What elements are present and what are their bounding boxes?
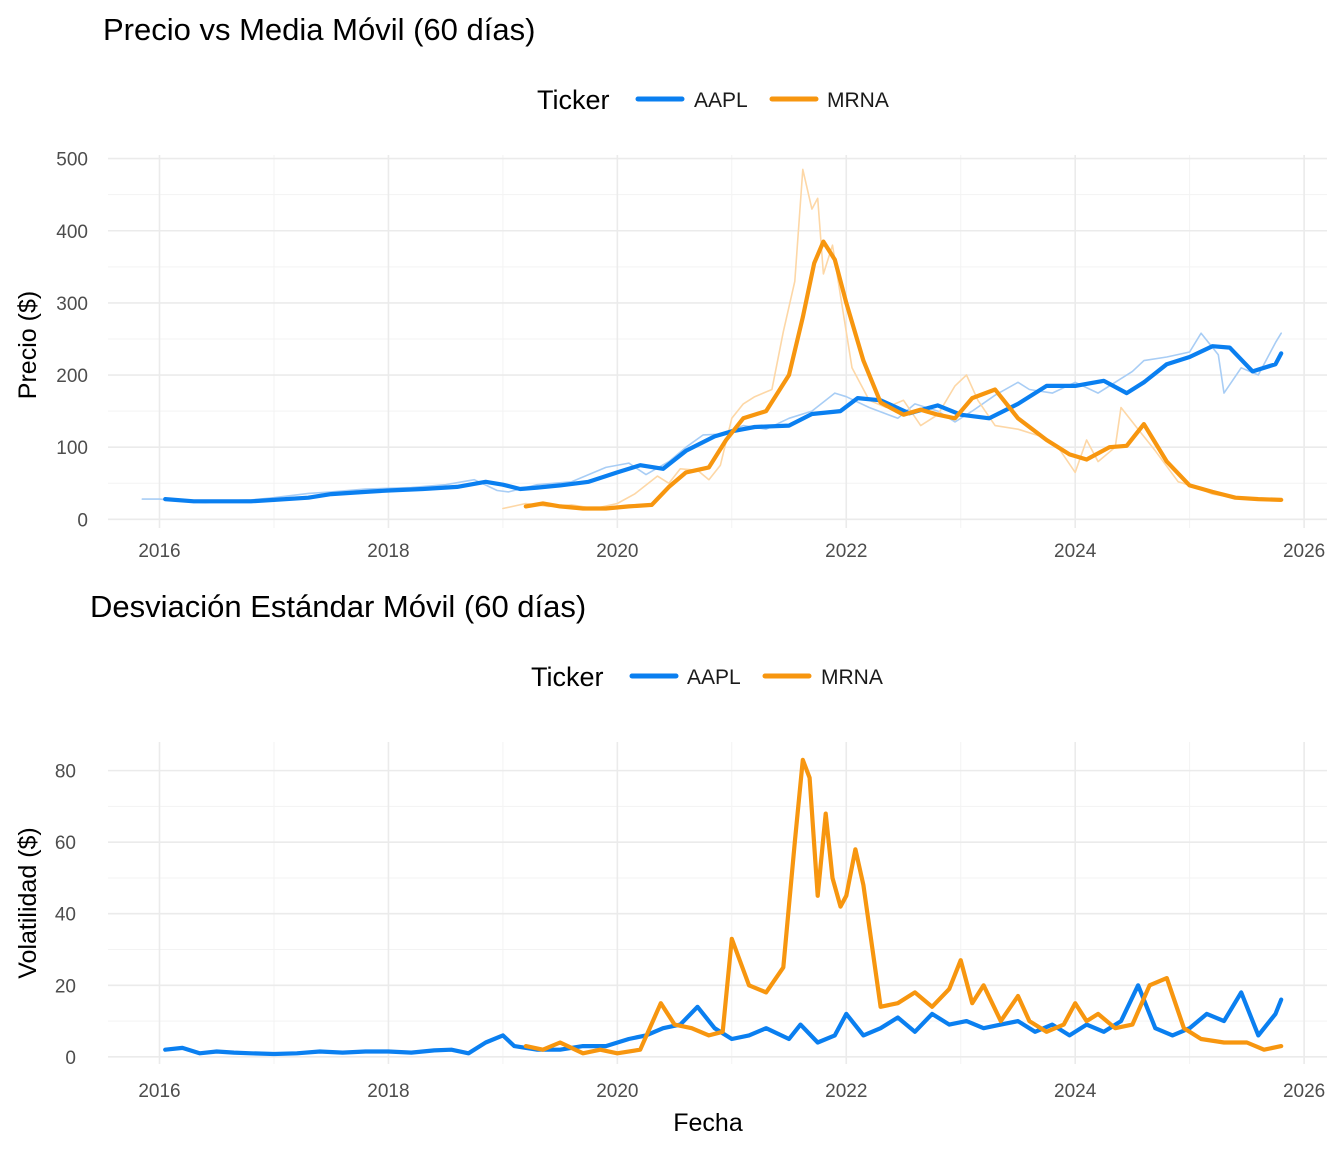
price-legend-mrna-label: MRNA: [827, 89, 889, 112]
price-legend-title: Ticker: [537, 85, 610, 115]
x-tick-label: 2026: [1283, 1081, 1325, 1102]
y-tick-label: 0: [65, 1048, 76, 1069]
y-tick-label: 0: [77, 510, 88, 531]
price-chart-daily-lines: [141, 168, 1282, 510]
x-tick-label: 2024: [1054, 541, 1097, 562]
y-tick-label: 100: [56, 438, 88, 459]
x-tick-label: 2022: [825, 1081, 867, 1102]
volatility-chart-x-ticks: 2016 2018 2020 2022 2024 2026: [138, 1081, 1325, 1102]
x-tick-label: 2018: [367, 1081, 409, 1102]
series-line-mrna-daily: [502, 168, 1282, 510]
y-tick-label: 40: [55, 905, 76, 926]
price-chart-grid: [108, 155, 1327, 528]
x-tick-label: 2016: [138, 1081, 180, 1102]
volatility-chart-title: Desviación Estándar Móvil (60 días): [90, 589, 586, 624]
x-tick-label: 2026: [1283, 541, 1325, 562]
volatility-chart-legend: Ticker AAPL MRNA: [531, 662, 883, 692]
volatility-chart-y-axis-label: Volatilidad ($): [14, 827, 42, 978]
x-tick-label: 2020: [596, 541, 638, 562]
volatility-chart-grid: [108, 742, 1327, 1064]
volatility-chart-lines: [163, 757, 1284, 1057]
y-tick-label: 80: [55, 762, 76, 783]
volatility-chart-panel: Desviación Estándar Móvil (60 días) Tick…: [14, 589, 1327, 1137]
x-tick-label: 2016: [138, 541, 180, 562]
volatility-chart-y-ticks: 0 20 40 60 80: [55, 762, 76, 1069]
price-chart-moving-average-lines: [163, 239, 1284, 511]
price-chart-panel: Precio vs Media Móvil (60 días) Ticker A…: [14, 12, 1327, 562]
y-tick-label: 300: [56, 294, 88, 315]
y-tick-label: 500: [56, 150, 88, 171]
x-tick-label: 2018: [367, 541, 409, 562]
x-tick-label: 2022: [825, 541, 867, 562]
series-line-mrna: [523, 239, 1284, 511]
series-line-aapl: [163, 344, 1284, 504]
y-tick-label: 60: [55, 833, 76, 854]
volatility-chart-x-axis-label: Fecha: [673, 1109, 743, 1137]
volatility-legend-title: Ticker: [531, 662, 604, 692]
price-chart-y-axis-label: Precio ($): [14, 291, 42, 399]
price-chart-title: Precio vs Media Móvil (60 días): [103, 12, 535, 47]
series-line-aapl: [163, 983, 1284, 1057]
y-tick-label: 20: [55, 976, 76, 997]
series-line-mrna: [523, 757, 1284, 1056]
y-tick-label: 400: [56, 222, 88, 243]
x-tick-label: 2020: [596, 1081, 638, 1102]
price-chart-y-ticks: 0 100 200 300 400 500: [56, 150, 88, 532]
volatility-legend-aapl-label: AAPL: [687, 666, 741, 689]
x-tick-label: 2024: [1054, 1081, 1097, 1102]
price-legend-aapl-label: AAPL: [694, 89, 748, 112]
y-tick-label: 200: [56, 366, 88, 387]
price-chart-legend: Ticker AAPL MRNA: [537, 85, 889, 115]
series-line-aapl-daily: [141, 332, 1282, 504]
price-chart-x-ticks: 2016 2018 2020 2022 2024 2026: [138, 541, 1325, 562]
volatility-legend-mrna-label: MRNA: [821, 666, 883, 689]
